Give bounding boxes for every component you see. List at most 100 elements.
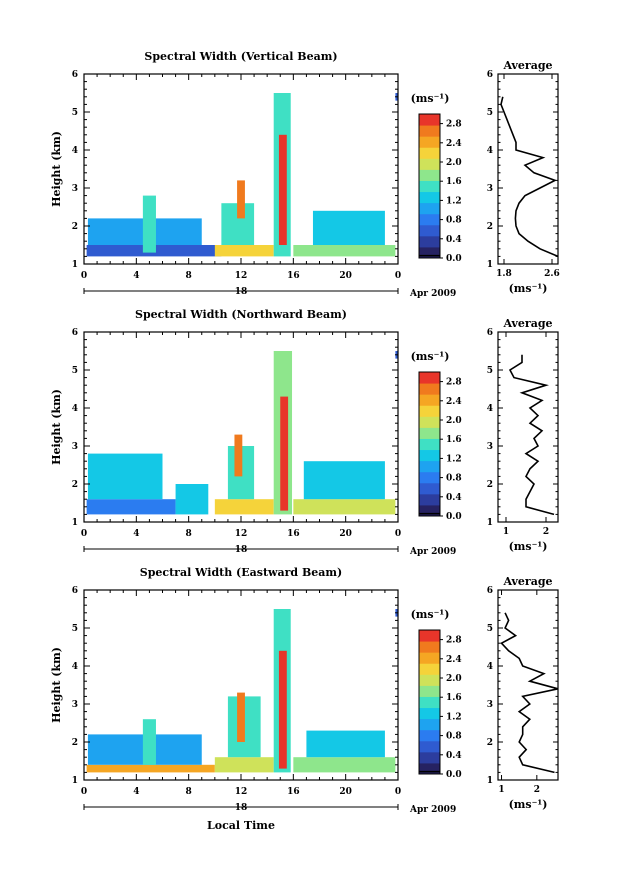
y-axis-label: Height (km) <box>50 131 63 207</box>
x-tick-label: 20 <box>339 787 352 797</box>
average-y-tick-label: 5 <box>487 108 493 118</box>
panel-1: Spectral Width (Northward Beam)0 4 8 12 16 20… <box>50 308 559 557</box>
y-axis-label: Height (km) <box>50 647 63 723</box>
x-tick-label: 0 <box>395 787 401 797</box>
average-y-tick-label: 2 <box>487 222 493 232</box>
heatmap-cell <box>293 499 396 515</box>
average-title: Average <box>502 59 552 72</box>
y-tick-label: 1 <box>72 776 78 786</box>
colorbar-tick-label: 0.8 <box>446 474 462 484</box>
y-axis-label: Height (km) <box>50 389 63 465</box>
colorbar-tick-label: 0.4 <box>446 493 462 503</box>
colorbar-tick-label: 1.6 <box>446 435 462 445</box>
colorbar-segment <box>419 630 440 642</box>
x-tick-label: 8 <box>186 529 192 539</box>
colorbar-tick-label: 2.4 <box>446 397 462 407</box>
average-y-tick-label: 4 <box>487 404 493 414</box>
heatmap-cell <box>175 484 209 515</box>
colorbar-segment <box>419 460 440 473</box>
heatmap-cell <box>237 180 245 219</box>
colorbar-segment <box>419 674 440 686</box>
colorbar-frame <box>418 629 441 775</box>
average-frame <box>497 331 559 523</box>
average-x-label: (ms⁻¹) <box>509 540 548 553</box>
average-y-tick-label: 2 <box>487 480 493 490</box>
y-tick-label: 5 <box>72 624 78 634</box>
colorbar-segment <box>419 147 440 159</box>
heatmap-cell <box>214 245 274 257</box>
colorbar-tick-label: 0.4 <box>446 751 462 761</box>
colorbar-segment <box>419 493 440 506</box>
heatmap-cell <box>306 730 385 758</box>
date-label: 18 <box>235 287 248 297</box>
heatmap-cells <box>86 351 398 515</box>
y-tick-label: 4 <box>72 662 78 672</box>
colorbar-segment <box>419 158 440 170</box>
average-y-tick-label: 1 <box>487 260 493 270</box>
colorbar-tick-label: 0.0 <box>446 254 462 264</box>
y-tick-label: 5 <box>72 108 78 118</box>
heatmap-cell <box>237 692 245 742</box>
average-y-tick-label: 5 <box>487 366 493 376</box>
average-y-tick-label: 1 <box>487 518 493 528</box>
average-x-tick-label: 2.6 <box>544 269 560 279</box>
heatmap-cell <box>278 134 287 245</box>
heatmap-cell <box>234 434 243 477</box>
average-profile-line <box>500 612 559 774</box>
x-tick-label: 0 <box>395 529 401 539</box>
colorbar-tick-label: 2.8 <box>446 120 462 130</box>
colorbar-unit: (ms⁻¹) <box>411 350 450 363</box>
colorbar-segment <box>419 449 440 462</box>
colorbar-segment <box>419 372 440 384</box>
colorbar-tick-label: 0.8 <box>446 732 462 742</box>
panel-0: Spectral Width (Vertical Beam)0 4 8 12 16 20 0… <box>50 50 560 299</box>
x-tick-label: 0 <box>395 271 401 281</box>
colorbar-segment <box>419 405 440 417</box>
colorbar-segment <box>419 663 440 675</box>
average-y-tick-label: 6 <box>487 70 493 80</box>
colorbar-segment <box>419 504 440 517</box>
colorbar-segment <box>419 224 440 237</box>
colorbar-tick-label: 2.0 <box>446 416 462 426</box>
average-y-tick-label: 3 <box>487 700 493 710</box>
heatmap-cell <box>278 650 287 769</box>
colorbar-segment <box>419 751 440 764</box>
average-x-tick-label: 2 <box>534 785 540 795</box>
colorbar-tick-label: 2.8 <box>446 636 462 646</box>
average-frame <box>497 589 559 781</box>
average-y-tick-label: 6 <box>487 328 493 338</box>
x-tick-label: 0 <box>81 529 87 539</box>
date-suffix: Apr 2009 <box>409 289 456 299</box>
average-x-tick-label: 1 <box>503 527 509 537</box>
average-y-tick-label: 5 <box>487 624 493 634</box>
y-tick-label: 4 <box>72 146 78 156</box>
heatmap-cell <box>87 453 163 500</box>
average-frame <box>497 73 559 265</box>
x-axis-label: Local Time <box>207 819 275 832</box>
colorbar-segment <box>419 641 440 653</box>
panel-2: Spectral Width (Eastward Beam)0 4 8 12 16 20 0… <box>50 566 559 832</box>
colorbar-segment <box>419 718 440 731</box>
colorbar-segment <box>419 202 440 215</box>
heatmap-cell <box>312 210 385 245</box>
x-tick-label: 8 <box>186 787 192 797</box>
date-label: 18 <box>235 803 248 813</box>
average-y-tick-label: 3 <box>487 442 493 452</box>
x-tick-label: 20 <box>339 271 352 281</box>
plot-title: Spectral Width (Vertical Beam) <box>144 50 337 63</box>
colorbar-segment <box>419 191 440 204</box>
average-x-label: (ms⁻¹) <box>509 798 548 811</box>
average-y-tick-label: 4 <box>487 146 493 156</box>
average-profile-line <box>508 354 555 516</box>
y-tick-label: 6 <box>72 586 78 596</box>
colorbar-frame <box>418 113 441 259</box>
colorbar-tick-label: 0.0 <box>446 770 462 780</box>
date-suffix: Apr 2009 <box>409 547 456 557</box>
heatmap-cell <box>214 757 274 773</box>
x-tick-label: 8 <box>186 271 192 281</box>
colorbar-tick-label: 2.4 <box>446 655 462 665</box>
y-tick-label: 3 <box>72 442 78 452</box>
x-tick-label: 0 <box>81 787 87 797</box>
average-y-tick-label: 6 <box>487 586 493 596</box>
colorbar-tick-label: 0.0 <box>446 512 462 522</box>
